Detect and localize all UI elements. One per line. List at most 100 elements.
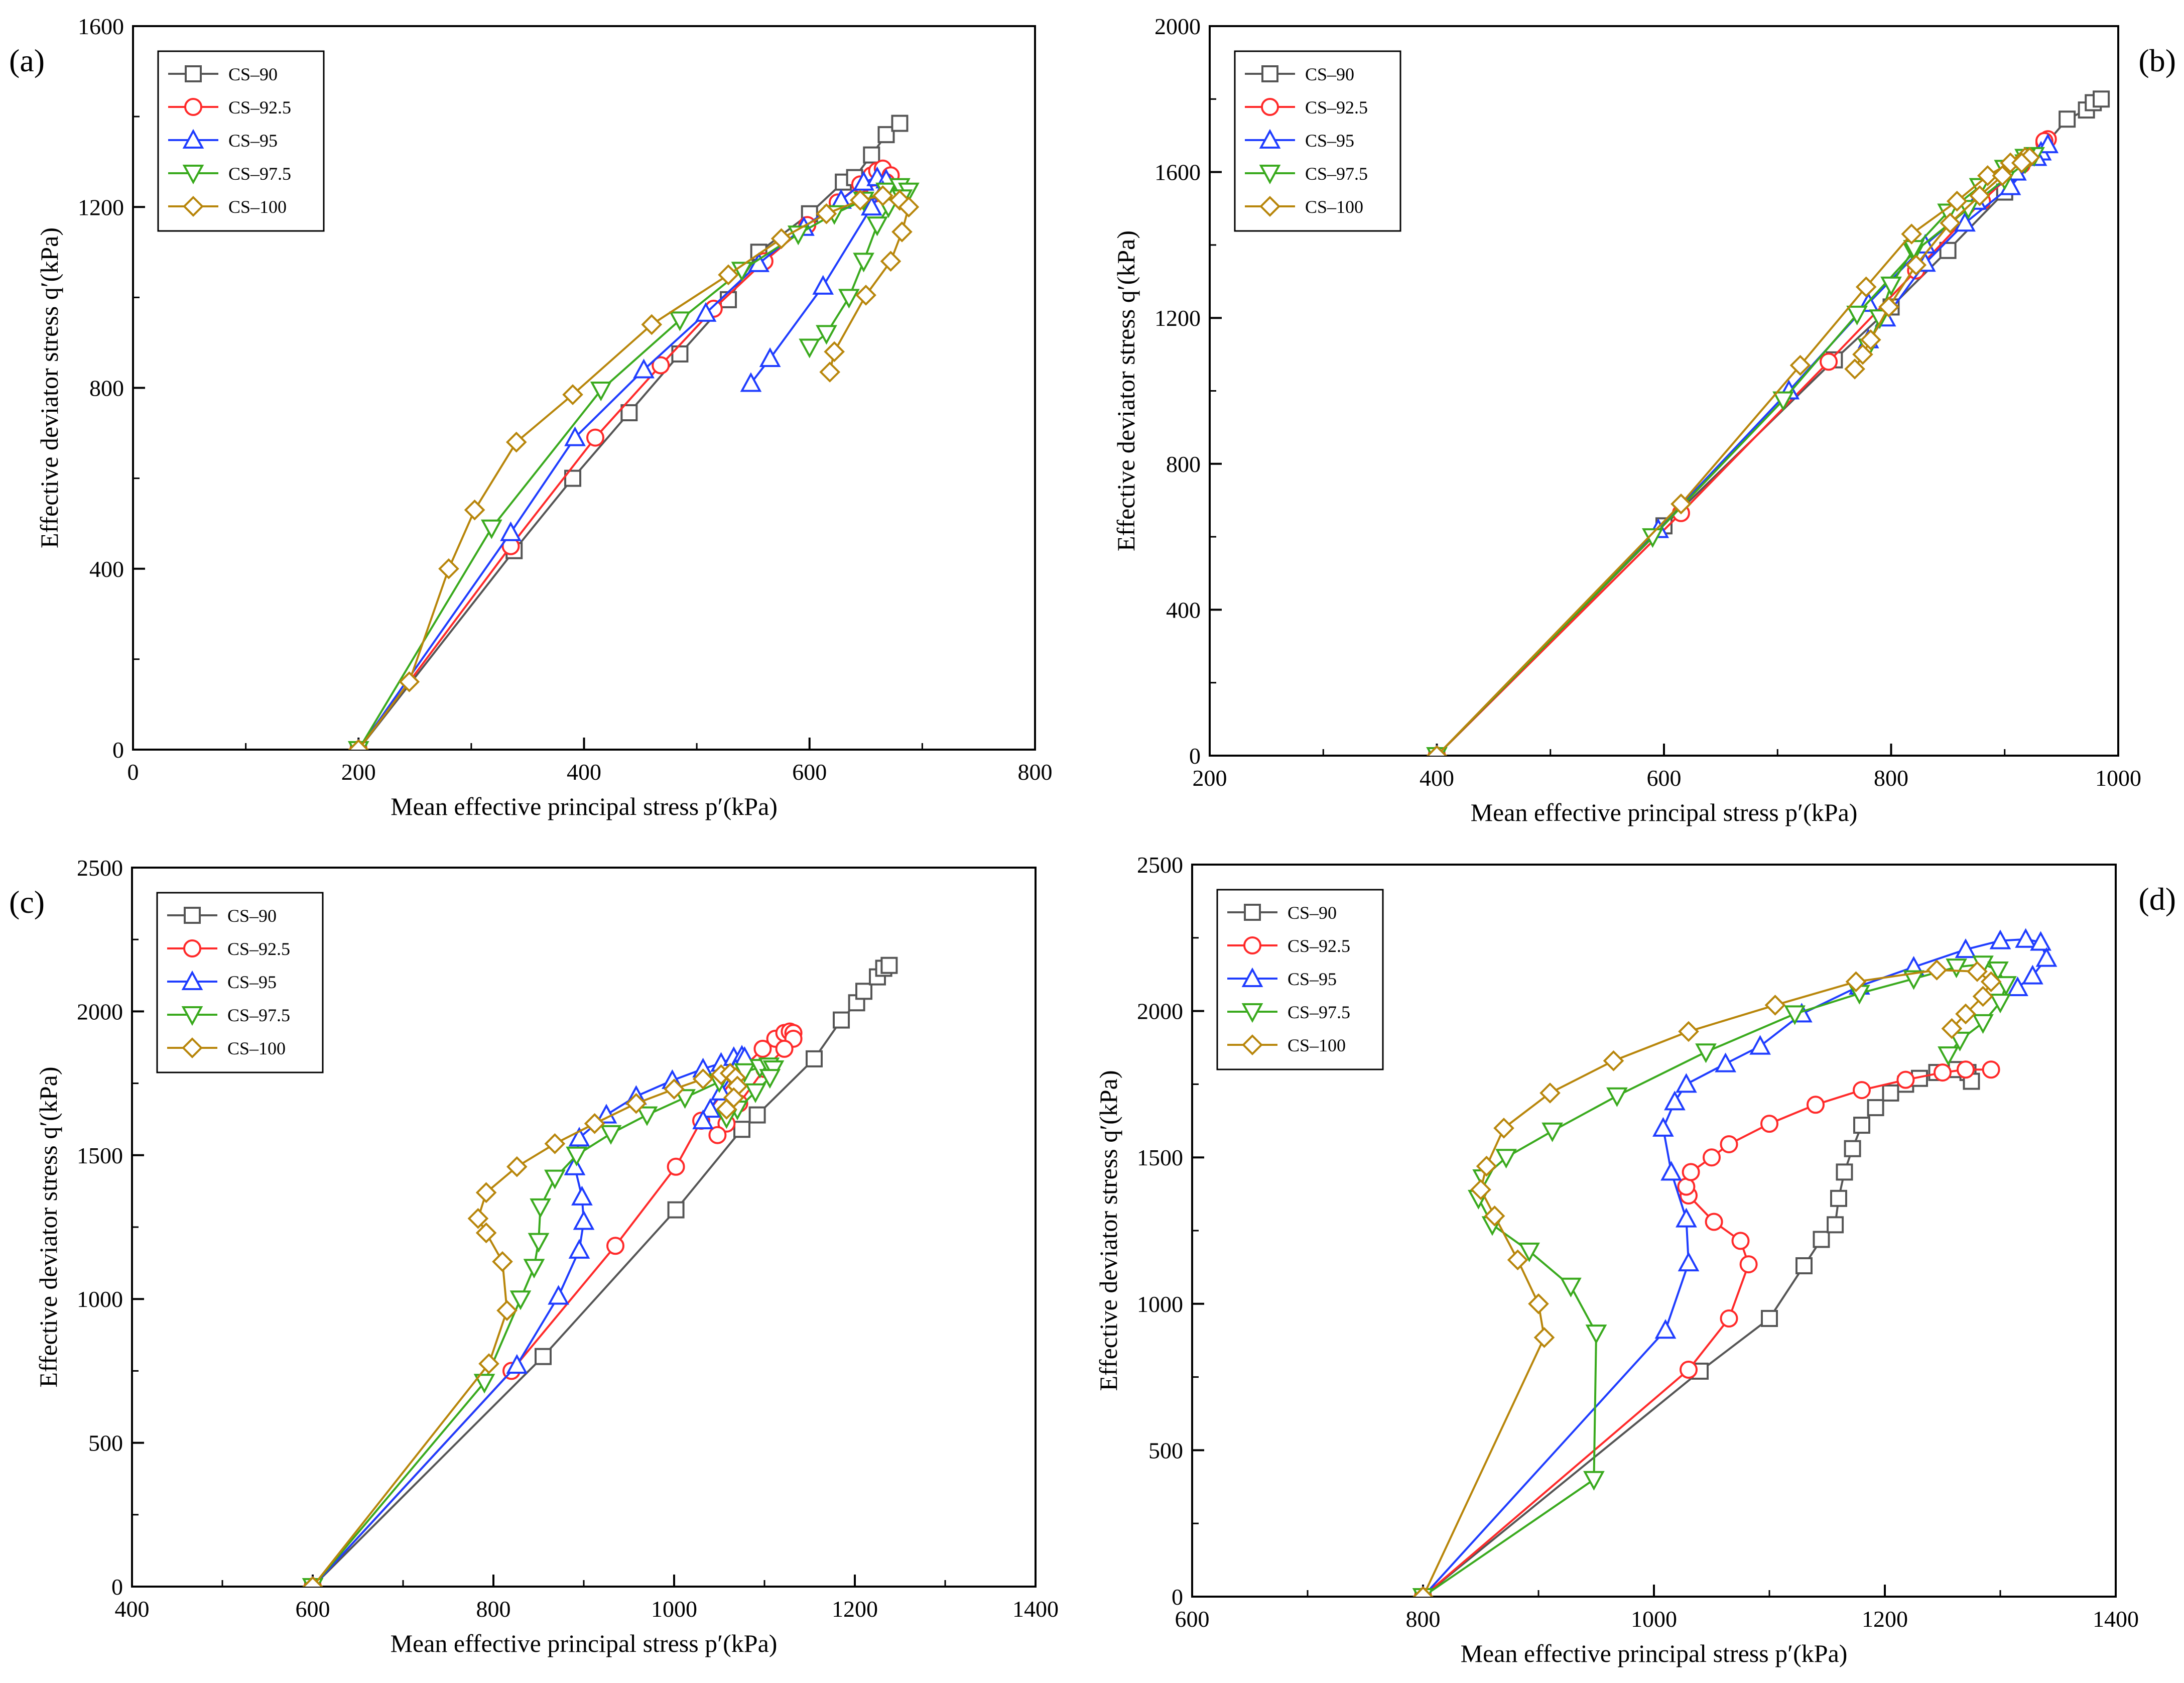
- data-point: [824, 341, 845, 363]
- data-point: [891, 221, 913, 243]
- data-point: [1606, 1087, 1628, 1107]
- data-point: [716, 1099, 737, 1120]
- x-tick-label: 1400: [1012, 1596, 1059, 1622]
- data-point: [1749, 1035, 1771, 1055]
- data-point: [1705, 1213, 1723, 1231]
- legend-marker: [1259, 129, 1281, 149]
- y-tick-label: 1000: [77, 1286, 123, 1312]
- data-point: [464, 499, 485, 521]
- data-point: [1860, 329, 1881, 350]
- data-point: [564, 1155, 586, 1175]
- data-point: [1977, 165, 1998, 186]
- data-point: [1493, 1118, 1514, 1139]
- data-point: [2035, 947, 2058, 967]
- data-point: [1989, 929, 2011, 949]
- series-line: [357, 185, 910, 750]
- data-point: [590, 382, 612, 402]
- data-point: [530, 1198, 551, 1219]
- data-point: [568, 1127, 590, 1147]
- data-point: [595, 1104, 617, 1124]
- data-point: [600, 1125, 622, 1145]
- data-point: [1484, 1206, 1505, 1227]
- legend-marker: [1261, 98, 1279, 116]
- legend-marker: [1243, 936, 1261, 954]
- data-point: [1852, 344, 1873, 365]
- data-point: [1784, 1005, 1806, 1025]
- y-tick-label: 0: [1189, 743, 1201, 769]
- data-point: [1678, 1021, 1699, 1042]
- y-tick-label: 0: [1172, 1584, 1183, 1610]
- data-point: [1845, 971, 1867, 993]
- y-tick-label: 1200: [1154, 305, 1201, 331]
- legend-label: CS–95: [228, 131, 278, 151]
- panel-label: (a): [9, 43, 45, 78]
- legend-marker: [181, 1006, 203, 1026]
- y-axis-title: Effective deviator stress q′(kPa): [34, 1067, 62, 1388]
- data-point: [799, 338, 821, 358]
- series-cs-90: [1415, 1061, 1980, 1597]
- data-point: [506, 1354, 528, 1374]
- data-point: [1955, 938, 1977, 958]
- data-point: [1972, 986, 1994, 1007]
- data-point: [652, 356, 670, 375]
- data-point: [566, 1146, 587, 1166]
- data-point: [1878, 296, 1899, 318]
- data-point: [1972, 1014, 1994, 1034]
- data-point: [1677, 1177, 1696, 1196]
- data-point: [544, 1169, 566, 1189]
- data-point: [1470, 1179, 1491, 1200]
- data-point: [1989, 994, 2011, 1014]
- data-point: [1680, 1361, 1698, 1379]
- data-point: [1853, 1117, 1870, 1134]
- data-point: [1820, 352, 1838, 371]
- data-point: [1652, 1117, 1674, 1137]
- x-tick-label: 600: [792, 759, 827, 785]
- legend-marker: [1259, 165, 1281, 185]
- data-point: [564, 426, 586, 446]
- data-point: [718, 264, 739, 286]
- data-point: [664, 1078, 685, 1100]
- data-point: [1844, 358, 1865, 380]
- data-point: [1813, 1231, 1830, 1248]
- legend-label: CS–100: [227, 1038, 286, 1058]
- legend-marker: [183, 196, 204, 217]
- data-point: [1836, 1163, 1853, 1181]
- x-axis-title: Mean effective principal stress p′(kPa): [1461, 1639, 1848, 1667]
- data-point: [1761, 1309, 1778, 1327]
- data-point: [500, 521, 522, 541]
- chart-panel-2: 400 600 800 1000 1200 1400 0 500 1000 1500 2000 250…: [9, 855, 1059, 1657]
- y-tick-label: 1500: [1137, 1145, 1183, 1170]
- legend-marker: [1261, 65, 1278, 82]
- legend-marker: [181, 970, 203, 990]
- x-tick-label: 1200: [832, 1596, 878, 1622]
- legend-label: CS–92.5: [1305, 97, 1368, 117]
- data-point: [699, 1098, 721, 1118]
- y-tick-label: 800: [89, 376, 124, 401]
- data-point: [506, 1156, 528, 1177]
- y-tick-label: 500: [88, 1430, 123, 1456]
- series-line: [357, 167, 892, 750]
- data-point: [2022, 965, 2043, 985]
- series-cs-100: [302, 1062, 748, 1587]
- series-cs-100: [1426, 147, 2040, 756]
- y-tick-label: 0: [112, 737, 124, 763]
- y-axis-title: Effective deviator stress q′(kPa): [1094, 1070, 1122, 1391]
- legend-marker: [183, 939, 201, 957]
- legend-marker: [184, 98, 202, 116]
- data-point: [695, 302, 717, 322]
- data-point: [1949, 1031, 1971, 1052]
- data-point: [1539, 1083, 1561, 1104]
- data-point: [1827, 1216, 1844, 1234]
- y-axis-title: Effective deviator stress q′(kPa): [1112, 230, 1140, 551]
- legend-marker: [184, 907, 201, 924]
- legend: CS–90 CS–92.5 CS–95 CS–97.5 CS–100: [156, 892, 324, 1073]
- y-tick-label: 800: [1166, 451, 1201, 477]
- data-point: [1739, 1255, 1758, 1274]
- data-point: [1720, 1135, 1738, 1153]
- data-point: [1476, 1155, 1497, 1177]
- series-cs-100: [348, 185, 920, 750]
- y-tick-label: 2500: [77, 855, 123, 881]
- data-point: [528, 1233, 550, 1253]
- data-point: [584, 1113, 605, 1134]
- data-point: [496, 1300, 518, 1321]
